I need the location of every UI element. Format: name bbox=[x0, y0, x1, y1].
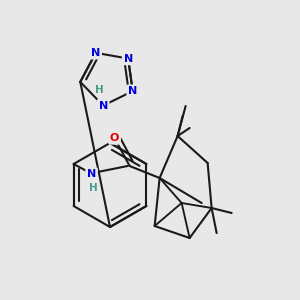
Text: N: N bbox=[124, 53, 133, 64]
Text: O: O bbox=[110, 133, 119, 143]
Text: H: H bbox=[89, 183, 98, 193]
Text: N: N bbox=[91, 48, 101, 58]
Text: H: H bbox=[95, 85, 103, 94]
Text: N: N bbox=[98, 100, 108, 111]
Text: N: N bbox=[87, 169, 96, 179]
Text: N: N bbox=[128, 86, 137, 96]
